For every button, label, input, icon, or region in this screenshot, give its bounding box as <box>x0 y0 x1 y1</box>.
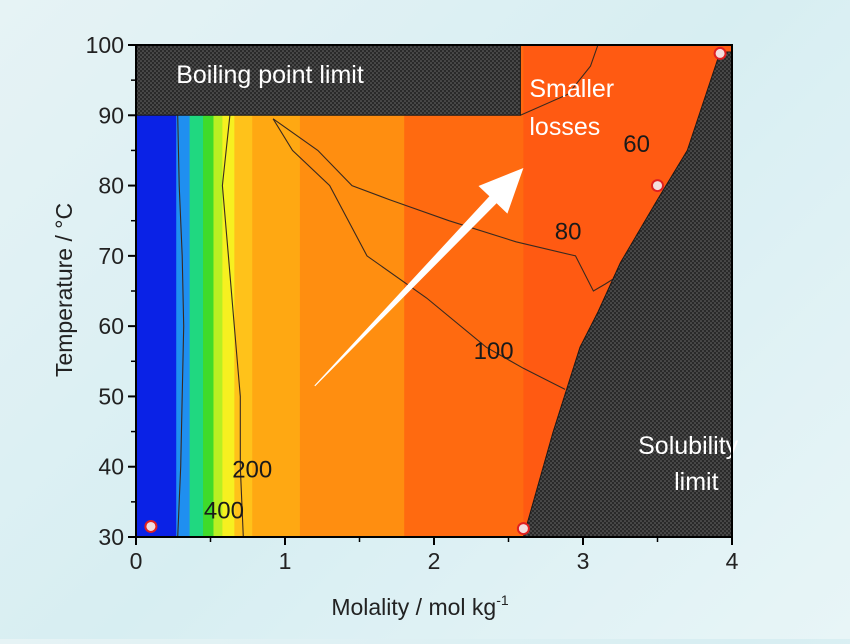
y-tick-label-60: 60 <box>98 313 124 339</box>
arrow-shape <box>314 168 524 387</box>
solubility-limit-label-line-1: Solubility <box>638 432 739 460</box>
x-tick-label-4: 4 <box>726 548 739 574</box>
contour-line-400 <box>177 115 185 537</box>
y-tick-label-40: 40 <box>98 454 124 480</box>
solubility-limit-label-line-2: limit <box>674 468 718 496</box>
color-band-3 <box>203 45 215 537</box>
arrow-label-line-1: Smaller <box>529 75 614 103</box>
y-tick-label-30: 30 <box>98 524 124 550</box>
x-tick-label-3: 3 <box>577 548 590 574</box>
y-axis-label: Temperature / °C <box>51 203 77 377</box>
x-tick-label-2: 2 <box>428 548 441 574</box>
data-points <box>144 46 727 536</box>
limit-regions <box>135 44 733 538</box>
color-band-9 <box>404 45 524 537</box>
contour-line-60 <box>520 45 599 116</box>
x-tick-label-1: 1 <box>279 548 292 574</box>
contour-line-80 <box>272 118 628 292</box>
x-axis-label: Molality / mol kg-1 <box>331 592 509 620</box>
x-tick-label-0: 0 <box>130 548 143 574</box>
y-tick-label-50: 50 <box>98 383 124 409</box>
axes: 0 1 2 3 4 30 40 50 60 70 80 90 100 <box>86 32 739 574</box>
color-bands <box>136 45 724 537</box>
y-tick-label-70: 70 <box>98 243 124 269</box>
contour-lines <box>177 45 628 537</box>
color-band-6 <box>234 45 253 537</box>
color-band-0 <box>136 45 177 537</box>
color-band-2 <box>189 45 204 537</box>
y-tick-label-90: 90 <box>98 102 124 128</box>
color-band-5 <box>222 45 235 537</box>
data-point-2 <box>516 522 530 536</box>
y-tick-label-80: 80 <box>98 173 124 199</box>
color-band-7 <box>252 45 301 537</box>
contour-label-60: 60 <box>623 131 650 158</box>
data-point-4 <box>713 46 727 60</box>
boiling-point-limit-label: Boiling point limit <box>176 61 364 89</box>
contour-line-100 <box>272 118 566 390</box>
contour-label-400: 400 <box>204 498 244 525</box>
arrow-label-line-2: losses <box>529 113 600 141</box>
data-point-1 <box>144 519 158 533</box>
contour-label-80: 80 <box>555 219 582 246</box>
contour-label-100: 100 <box>474 338 514 365</box>
data-point-3 <box>651 179 664 193</box>
y-tick-label-100: 100 <box>86 32 124 58</box>
color-band-4 <box>213 45 224 537</box>
smaller-losses-arrow: Smaller losses <box>314 75 614 387</box>
contour-line-200 <box>221 115 244 537</box>
color-band-8 <box>299 45 405 537</box>
contour-label-200: 200 <box>232 456 272 483</box>
